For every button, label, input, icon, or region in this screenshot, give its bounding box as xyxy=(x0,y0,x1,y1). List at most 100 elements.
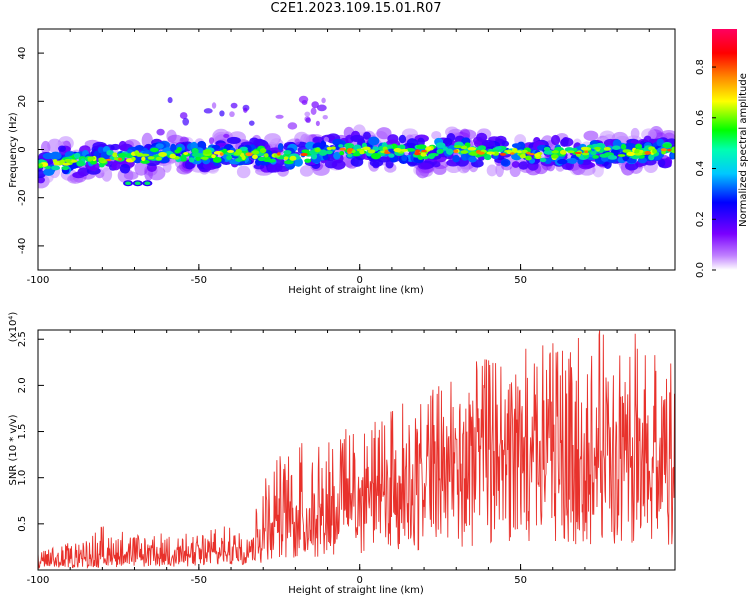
heatmap-cell xyxy=(147,156,155,160)
y-tick-label: 2.5 xyxy=(17,331,28,347)
heatmap-cell xyxy=(453,145,463,149)
heatmap-cell xyxy=(180,137,190,143)
heatmap-cell xyxy=(131,156,136,161)
heatmap-cell xyxy=(170,143,177,153)
heatmap-cell xyxy=(62,162,71,166)
heatmap-cell xyxy=(486,151,496,155)
heatmap-cell xyxy=(431,131,442,140)
heatmap-cell xyxy=(452,154,460,163)
heatmap-cell xyxy=(277,152,281,156)
heatmap-cell xyxy=(134,181,141,186)
heatmap-cell xyxy=(519,154,526,159)
heatmap-cell xyxy=(557,158,568,165)
heatmap-cell xyxy=(167,96,173,104)
heatmap-cell xyxy=(312,136,324,144)
heatmap-cell xyxy=(298,95,309,104)
snr-x-ticks: -100 -50 0 50 xyxy=(27,330,650,586)
heatmap-cell xyxy=(560,138,569,147)
heatmap-cell xyxy=(322,115,328,120)
heatmap-cell xyxy=(251,150,260,155)
heatmap-cell xyxy=(300,152,308,157)
heatmap-cell xyxy=(245,152,253,157)
heatmap-cell xyxy=(176,147,182,152)
y-tick-label: 20 xyxy=(17,95,28,108)
heatmap-cell xyxy=(499,152,507,156)
heatmap-cell xyxy=(248,120,255,126)
heatmap-cell xyxy=(223,133,230,138)
heatmap-cell xyxy=(590,151,597,156)
colorbar-tick-label: 0.6 xyxy=(695,110,706,126)
heatmap-cell xyxy=(446,148,454,155)
heatmap-cell xyxy=(332,138,344,146)
heatmap-cell xyxy=(525,155,532,161)
heatmap-cell xyxy=(289,155,297,161)
heatmap-cell xyxy=(660,148,667,152)
heatmap-cell xyxy=(315,120,320,127)
heatmap-cell xyxy=(611,145,621,150)
heatmap-cell xyxy=(376,127,392,140)
spectrogram-x-ticks: -100 -50 0 50 xyxy=(27,29,650,286)
x-tick-label: 50 xyxy=(514,275,527,286)
heatmap-cell xyxy=(526,151,531,155)
heatmap-cell xyxy=(131,154,144,164)
heatmap-cell xyxy=(287,122,298,130)
heatmap-cell xyxy=(494,146,502,150)
heatmap-cell xyxy=(402,142,417,150)
heatmap-cell xyxy=(501,140,510,147)
heatmap-cell xyxy=(64,158,72,163)
x-tick-label: 50 xyxy=(514,575,527,586)
heatmap-cell xyxy=(637,157,648,164)
heatmap-cell xyxy=(38,163,43,167)
heatmap-cell xyxy=(422,155,429,160)
heatmap-cell xyxy=(117,153,127,158)
heatmap-cell xyxy=(338,144,344,148)
heatmap-cell xyxy=(200,156,209,160)
heatmap-cell xyxy=(592,164,604,178)
heatmap-cell xyxy=(118,157,122,161)
page-title: C2E1.2023.109.15.01.R07 xyxy=(270,1,442,16)
heatmap-cell xyxy=(425,146,432,151)
spectrogram-y-axis-label: Frequency (Hz) xyxy=(8,112,19,188)
heatmap-cell xyxy=(119,163,131,174)
heatmap-cell xyxy=(367,149,376,154)
heatmap-cell xyxy=(283,150,292,155)
heatmap-cell xyxy=(369,159,384,167)
heatmap-cell xyxy=(106,149,114,156)
heatmap-cell xyxy=(299,165,314,177)
x-tick-label: 0 xyxy=(357,575,363,586)
heatmap-cell xyxy=(501,160,509,166)
heatmap-cell xyxy=(72,171,85,179)
colorbar-label: Normalized spectral amplitude xyxy=(738,73,749,227)
heatmap-cell xyxy=(304,158,312,163)
heatmap-cell xyxy=(188,157,195,163)
heatmap-cell xyxy=(550,154,559,159)
heatmap-cell xyxy=(435,142,446,149)
heatmap-cell xyxy=(620,143,627,150)
heatmap-cell xyxy=(603,146,611,151)
heatmap-cell xyxy=(624,142,637,149)
heatmap-cell xyxy=(227,150,235,153)
heatmap-cell xyxy=(521,149,528,154)
heatmap-cell xyxy=(253,138,266,148)
heatmap-cell xyxy=(477,151,485,155)
heatmap-cell xyxy=(191,152,202,158)
heatmap-cell xyxy=(230,102,238,109)
heatmap-cell xyxy=(98,157,105,161)
heatmap-cell xyxy=(179,112,188,120)
snr-x-axis-label: Height of straight line (km) xyxy=(288,585,424,596)
heatmap-cell xyxy=(222,148,228,154)
heatmap-cell xyxy=(305,117,311,123)
heatmap-cell xyxy=(543,146,551,152)
heatmap-cell xyxy=(656,138,664,147)
heatmap-cell xyxy=(476,132,488,143)
heatmap-cell xyxy=(518,161,529,170)
heatmap-cell xyxy=(183,151,189,155)
heatmap-cell xyxy=(350,156,364,167)
heatmap-cell xyxy=(226,155,233,161)
spectrogram-panel: -100 -50 0 50 -40 -20 0 20 40 Height of straigh… xyxy=(8,28,676,296)
heatmap-cell xyxy=(593,146,601,150)
colorbar-tick-label: 0.8 xyxy=(695,59,706,75)
heatmap-cell xyxy=(43,168,55,176)
heatmap-cell xyxy=(118,140,127,151)
